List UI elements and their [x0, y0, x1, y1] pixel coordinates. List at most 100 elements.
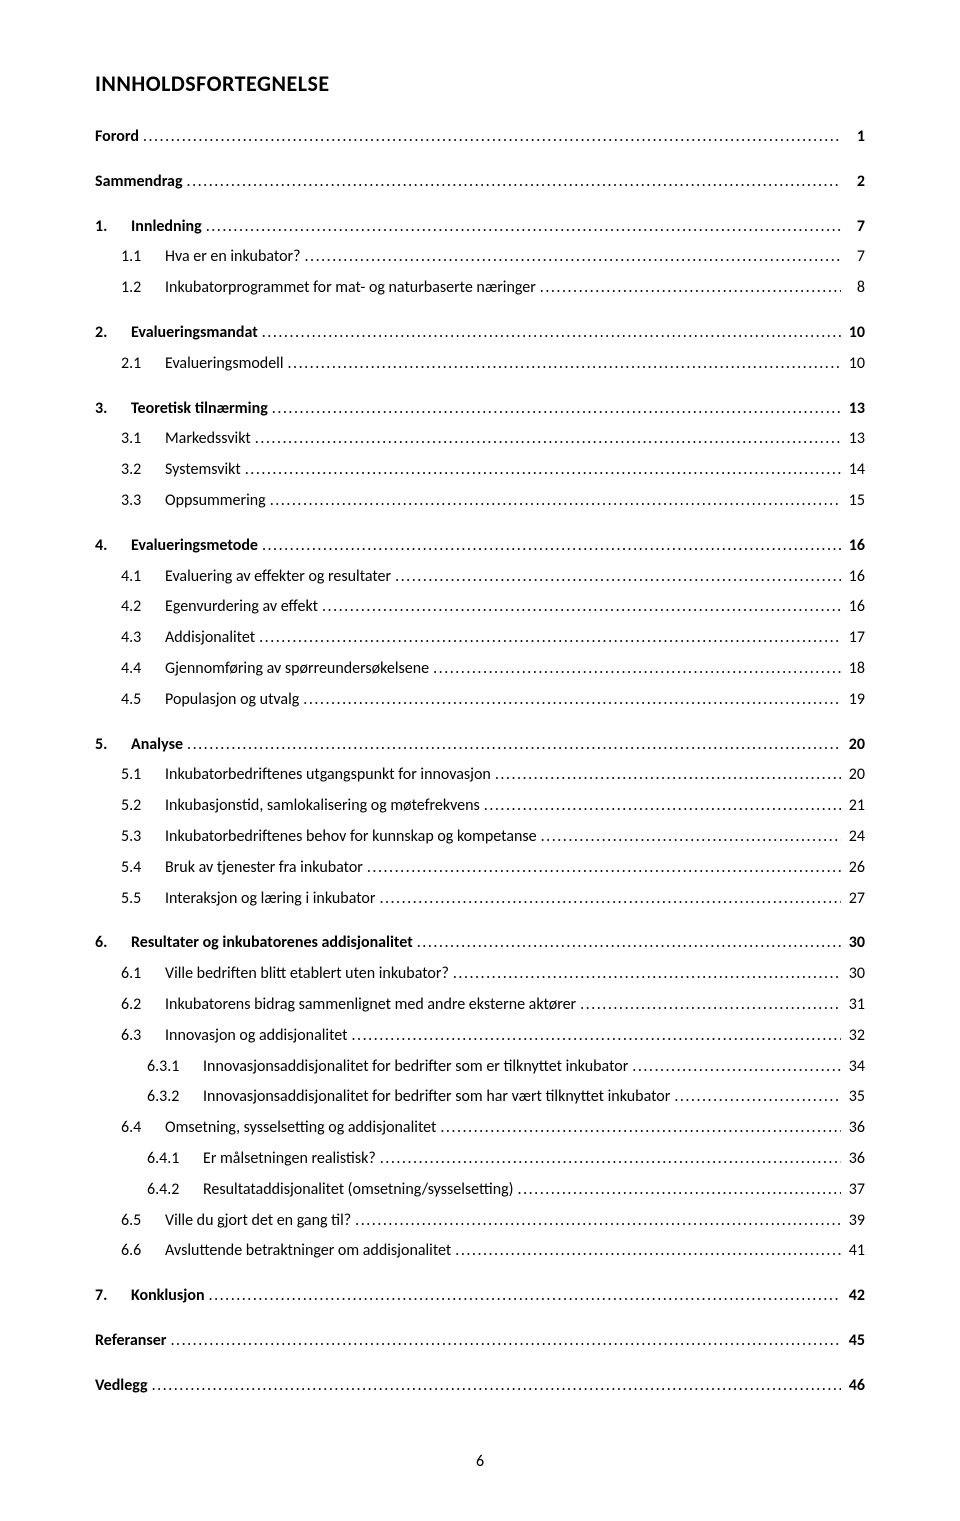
- toc-entry-text: Interaksjon og læring i inkubator: [165, 889, 375, 908]
- toc-entry-text: Resultater og inkubatorenes addisjonalit…: [131, 933, 413, 952]
- toc-entry-label: 1.1Hva er en inkubator?: [121, 245, 301, 270]
- toc-entry-text: Evalueringsmodell: [165, 354, 284, 373]
- toc-leader-dots: [303, 688, 841, 713]
- toc-entry-text: Innovasjon og addisjonalitet: [165, 1026, 348, 1045]
- toc-entry-text: Addisjonalitet: [165, 628, 255, 647]
- toc-entry-number: 6.3.1: [147, 1055, 203, 1080]
- toc-leader-dots: [674, 1085, 841, 1110]
- toc-entry-page: 31: [845, 993, 865, 1018]
- toc-entry-page: 15: [845, 489, 865, 514]
- toc-entry-label: Forord: [95, 125, 139, 150]
- toc-entry-text: Bruk av tjenester fra inkubator: [165, 858, 363, 877]
- toc-entry: 3.1Markedssvikt13: [95, 427, 865, 452]
- toc-entry-label: 6.6Avsluttende betraktninger om addisjon…: [121, 1239, 451, 1264]
- toc-title: INNHOLDSFORTEGNELSE: [95, 70, 865, 97]
- toc-entry-number: 4.2: [121, 595, 165, 620]
- toc-entry-label: 6.4.1Er målsetningen realistisk?: [147, 1147, 376, 1172]
- toc-entry-page: 17: [845, 626, 865, 651]
- toc-entry: 6.4.2Resultataddisjonalitet (omsetning/s…: [95, 1178, 865, 1203]
- toc-entry-text: Sammendrag: [95, 172, 183, 191]
- toc-entry: 5.3Inkubatorbedriftenes behov for kunnsk…: [95, 825, 865, 850]
- toc-leader-dots: [322, 595, 841, 620]
- toc-entry-page: 19: [845, 688, 865, 713]
- toc-entry-page: 32: [845, 1024, 865, 1049]
- toc-leader-dots: [495, 763, 841, 788]
- toc-leader-dots: [632, 1055, 841, 1080]
- toc-entry: 1.1Hva er en inkubator? 7: [95, 245, 865, 270]
- toc-entry-page: 2: [845, 170, 865, 195]
- toc-entry-text: Omsetning, sysselsetting og addisjonalit…: [165, 1118, 436, 1137]
- toc-entry-number: 3.3: [121, 489, 165, 514]
- toc-entry-label: 6.3.2Innovasjonsaddisjonalitet for bedri…: [147, 1085, 670, 1110]
- toc-entry: 1.Innledning 7: [95, 215, 865, 240]
- toc-entry-text: Analyse: [131, 735, 183, 754]
- toc-leader-dots: [305, 245, 842, 270]
- toc-entry-label: Referanser: [95, 1329, 167, 1354]
- toc-entry-number: 7.: [95, 1284, 131, 1309]
- toc-leader-dots: [455, 1239, 841, 1264]
- toc-entry: 6.4.1Er målsetningen realistisk?36: [95, 1147, 865, 1172]
- toc-entry-number: 5.4: [121, 856, 165, 881]
- toc-entry: 4.4Gjennomføring av spørreundersøkelsene…: [95, 657, 865, 682]
- toc-leader-dots: [580, 993, 841, 1018]
- toc-entry-number: 6.3.2: [147, 1085, 203, 1110]
- toc-entry-text: Innledning: [131, 217, 202, 236]
- toc-entry-page: 41: [845, 1239, 865, 1264]
- toc-entry: 5.Analyse20: [95, 733, 865, 758]
- toc-entry-page: 42: [845, 1284, 865, 1309]
- toc-entry: 6.3Innovasjon og addisjonalitet 32: [95, 1024, 865, 1049]
- toc-entry: Referanser45: [95, 1329, 865, 1354]
- toc-entry-label: 6.4Omsetning, sysselsetting og addisjona…: [121, 1116, 436, 1141]
- toc-entry-text: Markedssvikt: [165, 429, 251, 448]
- toc-entry-page: 16: [845, 534, 865, 559]
- toc-entry-page: 10: [845, 321, 865, 346]
- toc-entry-text: Avsluttende betraktninger om addisjonali…: [165, 1241, 451, 1260]
- toc-leader-dots: [187, 170, 841, 195]
- toc-entry-number: 4.4: [121, 657, 165, 682]
- toc-entry-label: 1.Innledning: [95, 215, 202, 240]
- toc-entry-page: 26: [845, 856, 865, 881]
- toc-entry-number: 1.2: [121, 276, 165, 301]
- toc-entry: Sammendrag 2: [95, 170, 865, 195]
- toc-entry-label: 3.1Markedssvikt: [121, 427, 251, 452]
- toc-leader-dots: [484, 794, 841, 819]
- toc-leader-dots: [255, 427, 841, 452]
- toc-entry-label: 2.Evalueringsmandat: [95, 321, 258, 346]
- toc-leader-dots: [288, 352, 841, 377]
- toc-entry-page: 30: [845, 931, 865, 956]
- toc-entry-page: 18: [845, 657, 865, 682]
- toc-entry-number: 5.5: [121, 887, 165, 912]
- toc-leader-dots: [440, 1116, 841, 1141]
- toc-entry-number: 2.: [95, 321, 131, 346]
- toc-entry-label: 4.4Gjennomføring av spørreundersøkelsene: [121, 657, 429, 682]
- toc-leader-dots: [152, 1374, 841, 1399]
- toc-leader-dots: [171, 1329, 842, 1354]
- toc-leader-dots: [270, 489, 841, 514]
- toc-entry-page: 36: [845, 1116, 865, 1141]
- toc-entry-number: 6.4.2: [147, 1178, 203, 1203]
- toc-entry-number: 6.4: [121, 1116, 165, 1141]
- toc-entry-label: 5.5Interaksjon og læring i inkubator: [121, 887, 375, 912]
- toc-entry-page: 16: [845, 595, 865, 620]
- toc-entry-text: Evalueringsmandat: [131, 323, 258, 342]
- toc-entry-number: 5.1: [121, 763, 165, 788]
- toc-leader-dots: [433, 657, 841, 682]
- toc-entry-label: 6.3Innovasjon og addisjonalitet: [121, 1024, 348, 1049]
- toc-entry-number: 5.3: [121, 825, 165, 850]
- toc-leader-dots: [367, 856, 841, 881]
- toc-entry: 4.5Populasjon og utvalg 19: [95, 688, 865, 713]
- toc-entry-label: 6.2Inkubatorens bidrag sammenlignet med …: [121, 993, 576, 1018]
- toc-entry-page: 7: [845, 245, 865, 270]
- toc-entry-label: 4.3Addisjonalitet: [121, 626, 255, 651]
- toc-entry: 6.1Ville bedriften blitt etablert uten i…: [95, 962, 865, 987]
- toc-entry: 3.3Oppsummering15: [95, 489, 865, 514]
- toc-entry-page: 20: [845, 763, 865, 788]
- toc-entry-page: 7: [845, 215, 865, 240]
- toc-entry: 2.Evalueringsmandat 10: [95, 321, 865, 346]
- toc-entry-label: 6.Resultater og inkubatorenes addisjonal…: [95, 931, 413, 956]
- toc-entry-text: Er målsetningen realistisk?: [203, 1149, 376, 1168]
- toc-entry-label: 4.5Populasjon og utvalg: [121, 688, 299, 713]
- toc-entry: 5.1Inkubatorbedriftenes utgangspunkt for…: [95, 763, 865, 788]
- toc-entry-label: 7.Konklusjon: [95, 1284, 205, 1309]
- toc-entry-number: 6.3: [121, 1024, 165, 1049]
